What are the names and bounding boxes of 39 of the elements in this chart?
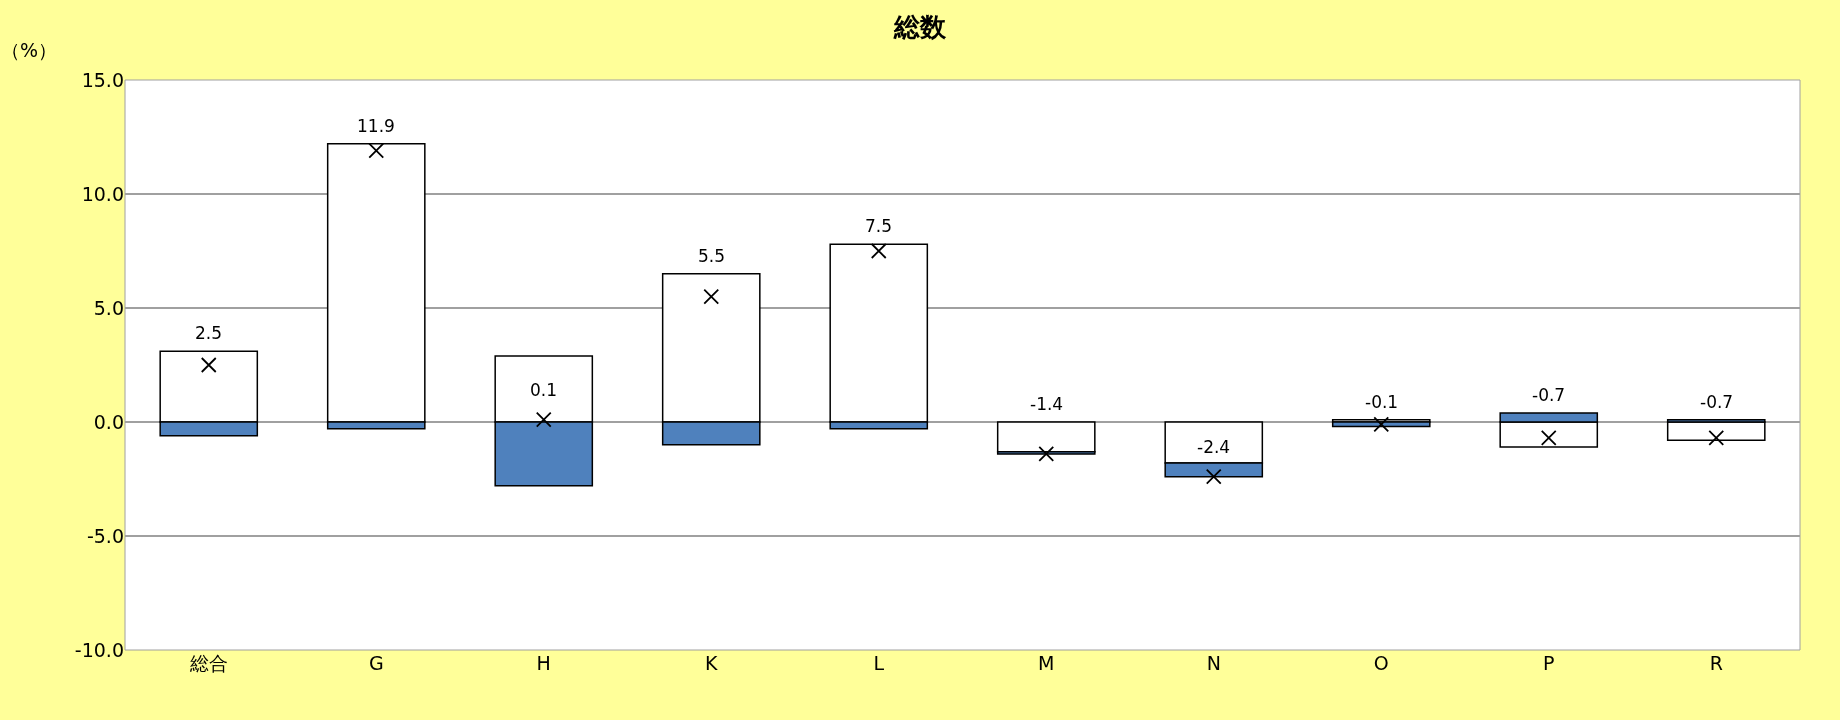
x-tick-label: 総合 bbox=[188, 652, 228, 674]
x-tick-label: R bbox=[1709, 652, 1723, 674]
point bbox=[1373, 416, 1390, 433]
x-tick-label: H bbox=[536, 652, 551, 674]
data-label: 11.9 bbox=[357, 116, 395, 136]
point bbox=[1038, 446, 1055, 462]
y-tick-label: -10.0 bbox=[74, 638, 124, 661]
data-label: 7.5 bbox=[865, 216, 893, 236]
x-tick-label: K bbox=[705, 652, 719, 674]
y-axis-title: （%） bbox=[1, 39, 58, 61]
data-label: 5.5 bbox=[698, 246, 726, 266]
data-label: -1.4 bbox=[1030, 394, 1064, 414]
x-tick-label: N bbox=[1206, 652, 1221, 674]
data-label: -0.7 bbox=[1532, 385, 1566, 405]
x-tick-label: O bbox=[1373, 652, 1389, 674]
point bbox=[1540, 430, 1557, 446]
data-label: 0.1 bbox=[530, 380, 558, 400]
y-tick-label: 5.0 bbox=[93, 296, 124, 319]
point bbox=[870, 243, 887, 259]
y-tick-label: 0.0 bbox=[93, 410, 124, 433]
point bbox=[703, 288, 720, 305]
data-label: 2.5 bbox=[195, 323, 223, 343]
point bbox=[1205, 468, 1222, 485]
bar bbox=[1331, 421, 1431, 428]
point bbox=[368, 142, 385, 159]
y-tick-label: 10.0 bbox=[81, 182, 124, 205]
x-tick-label: M bbox=[1038, 652, 1055, 674]
point bbox=[200, 357, 217, 373]
x-tick-label: P bbox=[1543, 652, 1555, 674]
point bbox=[1708, 430, 1725, 446]
data-label: -0.1 bbox=[1365, 392, 1399, 412]
point bbox=[535, 411, 552, 428]
x-tick-label: G bbox=[368, 652, 384, 674]
data-label: -2.4 bbox=[1197, 437, 1231, 457]
y-tick-label: 15.0 bbox=[81, 68, 124, 91]
x-tick-label: L bbox=[873, 652, 885, 674]
y-tick-label: -5.0 bbox=[86, 524, 124, 547]
data-label: -0.7 bbox=[1700, 392, 1734, 412]
chart-title: 総数 bbox=[893, 12, 947, 43]
